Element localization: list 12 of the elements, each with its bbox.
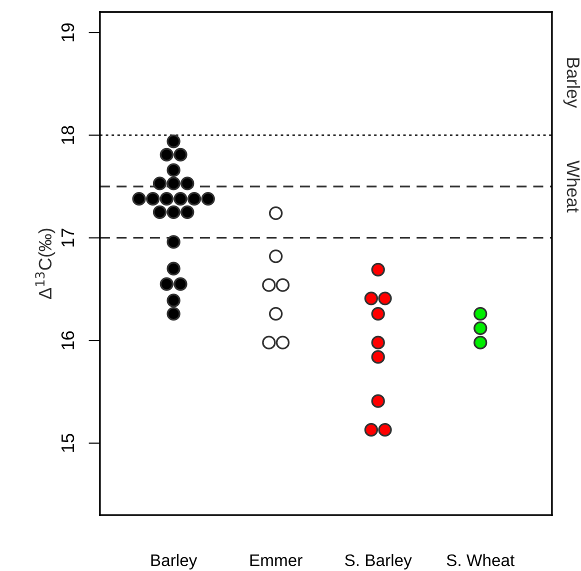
text: Barley xyxy=(563,58,580,108)
y-tick-label: 18 xyxy=(61,126,74,144)
y-tick-label: 16 xyxy=(61,331,74,350)
ref-line-label: Wheat xyxy=(566,160,580,212)
x-tick-label: Barley xyxy=(151,554,198,570)
x-tick-label: S. Wheat xyxy=(446,554,515,566)
y-tick-label: 19 xyxy=(61,23,74,42)
y-tick-label: 15 xyxy=(62,434,74,452)
x-tick-label: Emmer xyxy=(250,554,302,566)
x-tick-label: S. Barley xyxy=(345,554,412,570)
y-axis-title: Δ$^{13}$C(‰) xyxy=(35,228,56,299)
y-tick-label: 17 xyxy=(62,228,74,247)
